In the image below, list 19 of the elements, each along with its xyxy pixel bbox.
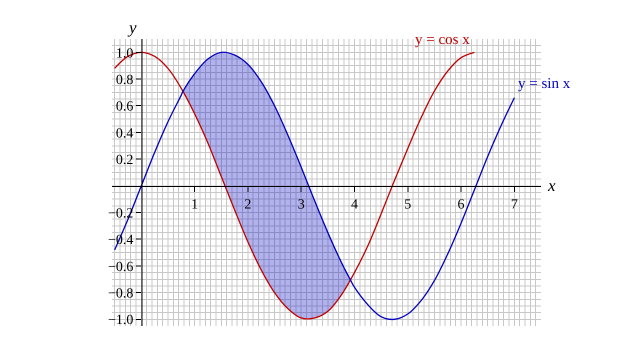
y-tick-label: 0.8 [116, 72, 134, 88]
y-tick-label: −1.0 [108, 313, 134, 328]
y-tick-label: 0.6 [116, 100, 134, 115]
series-label: y = cos x [415, 32, 470, 48]
x-tick-label: 6 [458, 198, 465, 213]
y-tick-label: 0.4 [116, 126, 134, 142]
x-tick-label: 7 [510, 198, 518, 213]
series-label: y = sin x [518, 76, 571, 92]
y-tick-label: 0.2 [116, 153, 134, 168]
x-axis-title: x [547, 176, 556, 195]
y-tick-label: 1.0 [116, 46, 134, 62]
x-tick-label: 4 [350, 198, 358, 213]
y-tick-label: −0.8 [108, 286, 134, 302]
x-tick-label: 5 [404, 198, 412, 213]
x-tick-label: 2 [244, 198, 252, 213]
x-tick-label: 3 [298, 198, 305, 213]
x-tick-label: 1 [191, 198, 198, 213]
y-tick-label: −0.6 [108, 260, 134, 275]
y-axis-title: y [127, 18, 137, 37]
